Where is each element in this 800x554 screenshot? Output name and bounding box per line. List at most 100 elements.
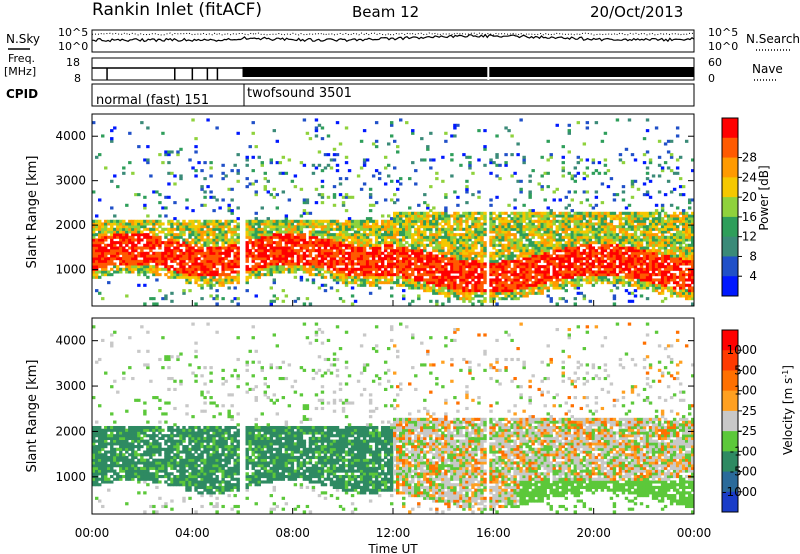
nsky-tick-top: 10^5 xyxy=(58,26,88,39)
power-cell xyxy=(435,177,439,181)
power-cell xyxy=(657,246,662,250)
power-cell xyxy=(212,275,216,279)
power-cell xyxy=(618,278,623,282)
power-cell xyxy=(128,251,132,255)
power-cell xyxy=(654,233,659,237)
power-cell xyxy=(131,225,135,229)
power-cell xyxy=(543,275,547,279)
power-cell xyxy=(227,203,231,207)
power-cell xyxy=(573,278,578,282)
power-cell xyxy=(155,265,159,269)
power-cell xyxy=(236,249,240,253)
power-cell xyxy=(356,238,361,242)
power-cell xyxy=(453,257,457,261)
power-cell xyxy=(209,238,213,242)
power-cell xyxy=(293,225,298,229)
power-cell xyxy=(311,273,316,277)
power-cell xyxy=(555,230,559,234)
power-cell xyxy=(444,241,448,245)
power-cell xyxy=(371,219,376,223)
power-cell xyxy=(341,275,346,279)
power-cell xyxy=(492,281,496,285)
power-cell xyxy=(627,219,632,223)
power-cell xyxy=(167,230,171,234)
power-cell xyxy=(561,281,565,285)
power-cell xyxy=(489,203,493,207)
power-cell xyxy=(296,265,301,269)
power-cell xyxy=(435,222,439,226)
power-cell xyxy=(191,254,195,258)
power-cell xyxy=(567,281,571,285)
power-cell xyxy=(149,230,153,234)
power-cell xyxy=(441,291,445,295)
freq-tick-bottom: 8 xyxy=(74,72,81,85)
power-cell xyxy=(314,225,319,229)
power-cell xyxy=(618,217,623,221)
power-cell xyxy=(582,171,587,175)
power-cell xyxy=(429,238,433,242)
power-cell xyxy=(290,254,295,258)
power-cell xyxy=(534,254,538,258)
power-cell xyxy=(113,251,117,255)
power-cell xyxy=(347,225,352,229)
power-cell xyxy=(176,270,180,274)
power-cell xyxy=(663,211,668,215)
power-cell xyxy=(350,286,355,290)
power-cell xyxy=(137,273,141,277)
power-cell xyxy=(155,270,159,274)
power-cell xyxy=(423,265,427,269)
power-cell xyxy=(182,267,186,271)
power-cell xyxy=(155,227,159,231)
power-cell xyxy=(633,246,638,250)
power-cell xyxy=(483,281,487,285)
power-cell xyxy=(645,246,650,250)
power-cell xyxy=(483,230,487,234)
power-cell xyxy=(305,270,310,274)
power-cell xyxy=(432,206,436,210)
power-cell xyxy=(224,241,228,245)
power-cell xyxy=(344,161,349,165)
power-cell xyxy=(459,265,463,269)
power-cell xyxy=(432,278,436,282)
power-cell xyxy=(402,219,406,223)
power-cell xyxy=(618,259,623,263)
power-cell xyxy=(218,259,222,263)
power-cell xyxy=(447,275,451,279)
power-cell xyxy=(278,161,283,165)
power-cell xyxy=(675,227,680,231)
power-cell xyxy=(380,227,385,231)
power-cell xyxy=(104,254,108,258)
power-cell xyxy=(356,254,361,258)
power-cell xyxy=(311,219,316,223)
power-cell xyxy=(543,265,547,269)
power-cell xyxy=(122,166,126,170)
power-cell xyxy=(507,294,511,298)
power-cell xyxy=(149,259,153,263)
power-cell xyxy=(534,291,538,295)
power-cell xyxy=(666,179,671,183)
power-cell xyxy=(639,286,644,290)
power-cell xyxy=(534,257,538,261)
power-cell xyxy=(194,137,198,141)
power-cell xyxy=(119,262,123,266)
power-cell xyxy=(639,281,644,285)
power-cell xyxy=(660,233,665,237)
power-cell xyxy=(456,225,460,229)
power-cell xyxy=(528,286,532,290)
power-cell xyxy=(546,265,550,269)
power-cell xyxy=(335,227,340,231)
power-cell xyxy=(537,249,541,253)
power-cell xyxy=(423,219,427,223)
power-cell xyxy=(371,278,376,282)
power-cell xyxy=(197,241,201,245)
power-cell xyxy=(329,251,334,255)
power-cell xyxy=(119,233,123,237)
power-cell xyxy=(558,297,562,301)
power-cell xyxy=(92,257,96,261)
power-cell xyxy=(420,273,424,277)
power-cell xyxy=(588,230,593,234)
power-cell xyxy=(359,281,364,285)
power-cell xyxy=(453,238,457,242)
power-cell xyxy=(245,227,249,231)
power-cell xyxy=(158,193,162,197)
